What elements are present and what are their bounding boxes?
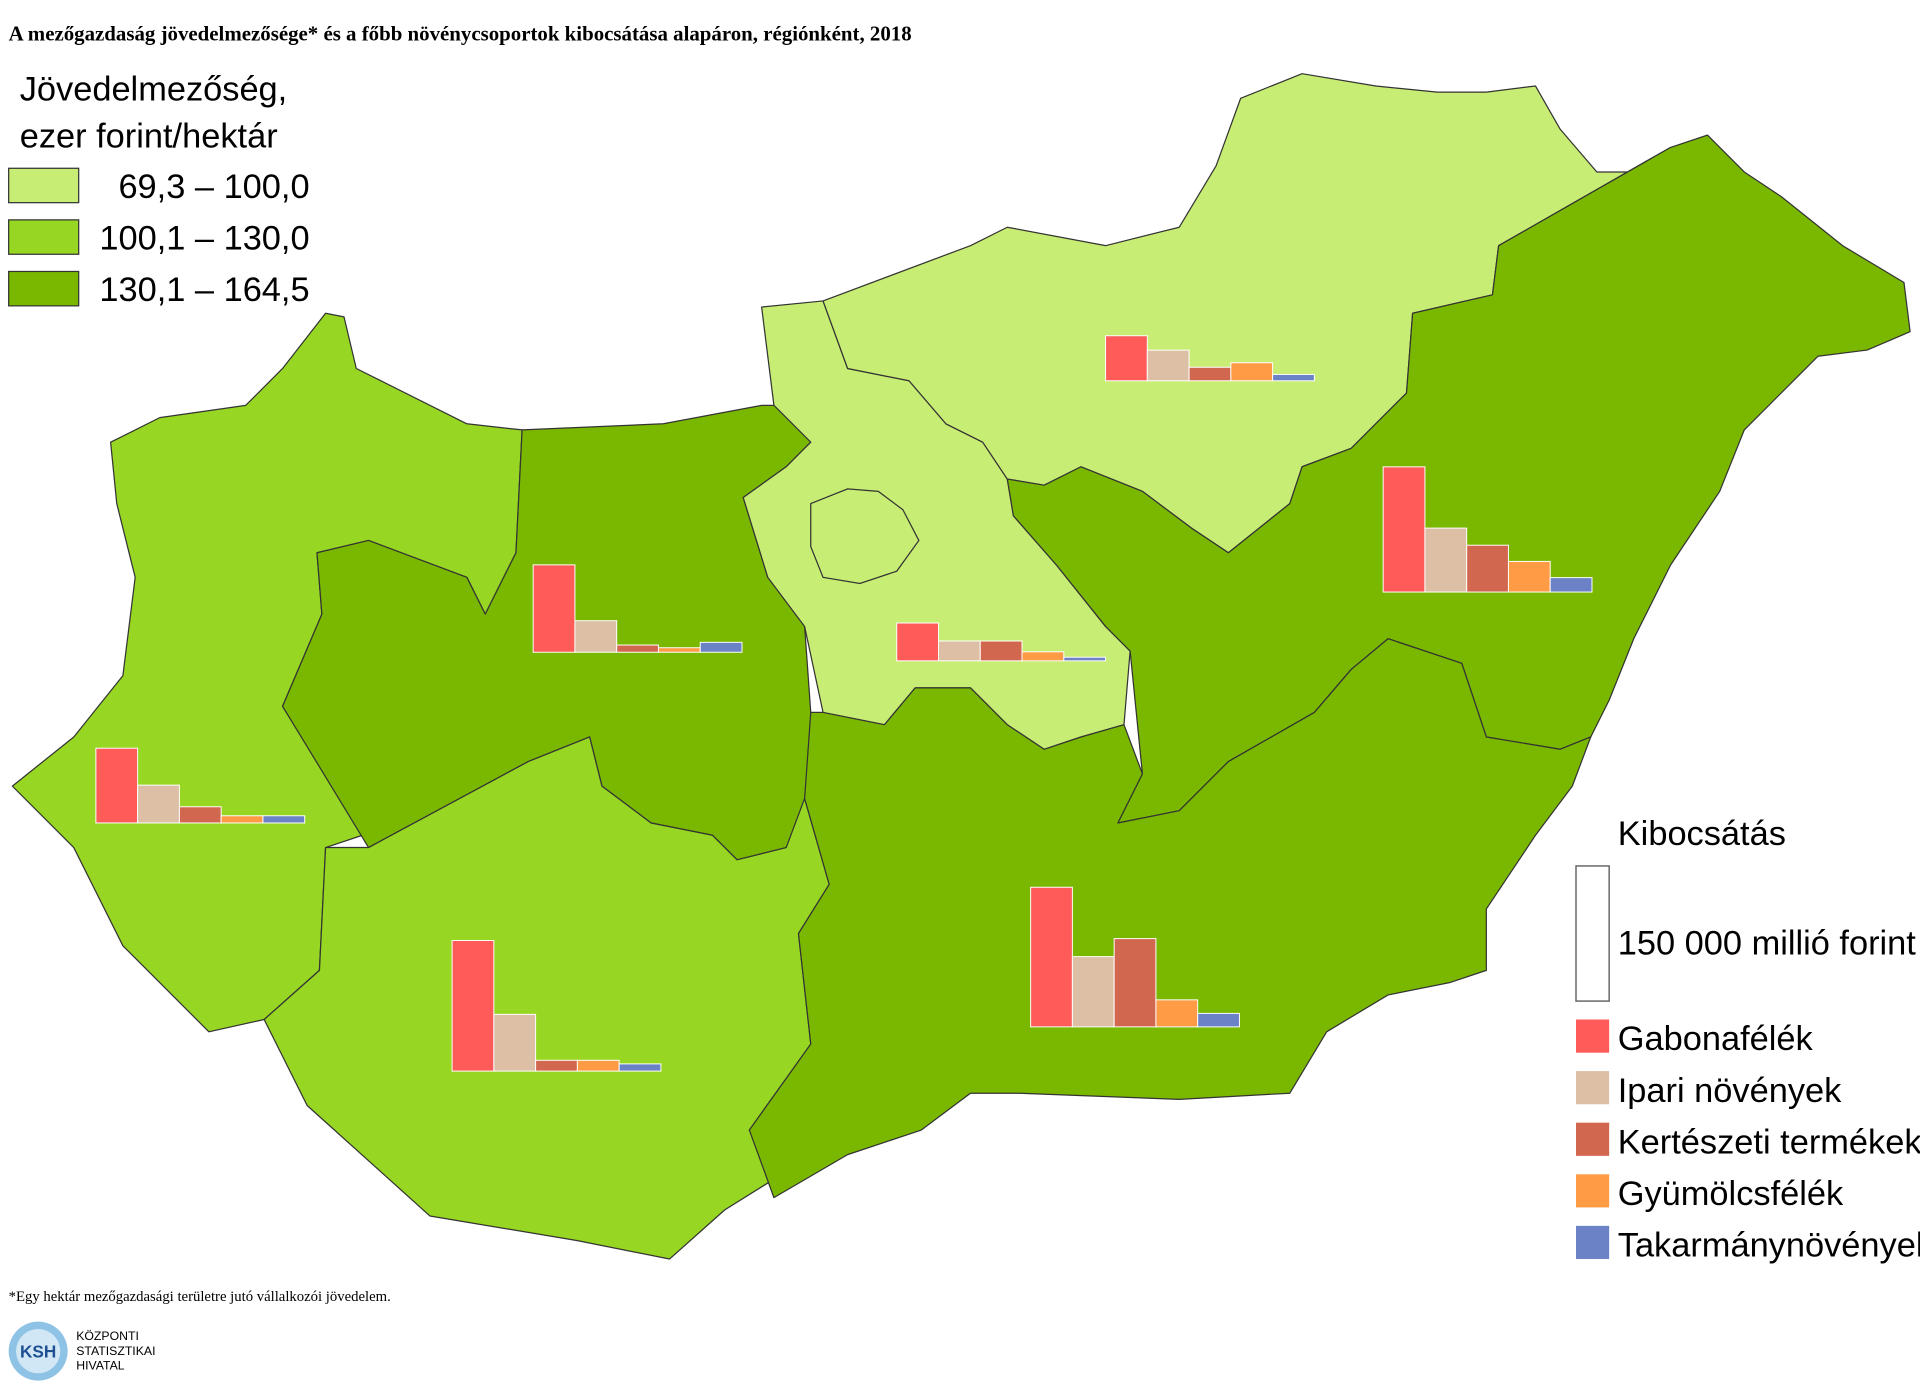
legend-title: Jövedelmezőség,	[20, 71, 288, 109]
bar	[1105, 335, 1148, 382]
bar	[616, 644, 659, 653]
bar	[1382, 466, 1426, 593]
bar	[938, 640, 981, 662]
bar	[178, 806, 222, 824]
legend-swatch	[8, 270, 80, 307]
legend-swatch	[8, 167, 80, 204]
legend-label: 130,1 – 164,5	[99, 271, 309, 309]
bar	[220, 815, 264, 824]
bar	[262, 815, 306, 824]
capital-outline	[810, 488, 920, 585]
legend-title: Kibocsátás	[1618, 815, 1786, 853]
output-legend: Kibocsátás 150 000 millió forint Gabonaf…	[1575, 815, 1920, 1265]
legend-title: ezer forint/hektár	[20, 117, 278, 155]
bar	[493, 1013, 537, 1072]
logo: KSH KÖZPONTI STATISZTIKAI HIVATAL	[8, 1321, 156, 1381]
logo-text: HIVATAL	[76, 1359, 125, 1373]
bar	[1188, 366, 1232, 382]
legend-label: Ipari növények	[1618, 1072, 1842, 1110]
legend-label: 69,3 – 100,0	[118, 168, 309, 206]
regions	[11, 73, 1911, 1260]
bar-charts	[95, 335, 1593, 1072]
legend-swatch	[1576, 1174, 1610, 1208]
bar	[699, 641, 743, 653]
income-classes: 69,3 – 100,0 100,1 – 130,0 130,1 – 164,5	[8, 167, 310, 309]
bar	[979, 640, 1023, 662]
logo-circle	[16, 1329, 61, 1374]
bar	[574, 620, 618, 653]
region	[748, 638, 1592, 1199]
bar	[1507, 560, 1551, 593]
bar	[1549, 577, 1593, 593]
legend-label: Gabonafélék	[1618, 1020, 1814, 1058]
scale-label: 150 000 millió forint	[1618, 924, 1917, 962]
bar	[1021, 651, 1065, 662]
footnote: *Egy hektár mezőgazdasági területre jutó…	[9, 1289, 391, 1305]
legend-swatch	[1576, 1225, 1610, 1260]
legend-swatch	[1576, 1071, 1610, 1105]
bar	[576, 1059, 620, 1072]
bar	[1146, 349, 1190, 382]
scale-box	[1575, 865, 1610, 1002]
legend-swatch	[1576, 1019, 1610, 1053]
bar	[1466, 544, 1509, 593]
bar	[1272, 373, 1315, 382]
bar	[1197, 1012, 1240, 1028]
logo-text: KÖZPONTI	[76, 1329, 139, 1343]
bar	[137, 784, 180, 824]
bar	[657, 647, 701, 653]
bar	[1063, 656, 1107, 662]
bar	[1230, 362, 1274, 382]
bar	[1030, 886, 1073, 1028]
logo-abbr: KSH	[20, 1341, 56, 1361]
legend-swatch	[1576, 1122, 1610, 1156]
bar	[535, 1059, 578, 1072]
legend-swatch	[8, 219, 80, 255]
bar	[1424, 527, 1468, 593]
bar	[1155, 999, 1199, 1028]
title: A mezőgazdaság jövedelmezősége* és a főb…	[9, 22, 912, 46]
income-legend: Jövedelmezőség, ezer forint/hektár	[20, 71, 288, 156]
bar	[451, 939, 495, 1072]
legend-label: 100,1 – 130,0	[99, 219, 309, 257]
bar	[618, 1063, 662, 1072]
bar	[95, 747, 139, 824]
legend-label: Gyümölcsfélék	[1618, 1175, 1844, 1213]
bar	[1113, 938, 1157, 1028]
bar	[532, 564, 576, 653]
legend-label: Kertészeti termékek	[1618, 1123, 1920, 1161]
bar	[896, 622, 939, 662]
legend-label: Takarmánynövények	[1618, 1227, 1920, 1265]
logo-text: STATISZTIKAI	[76, 1344, 155, 1358]
bar	[1071, 956, 1115, 1028]
